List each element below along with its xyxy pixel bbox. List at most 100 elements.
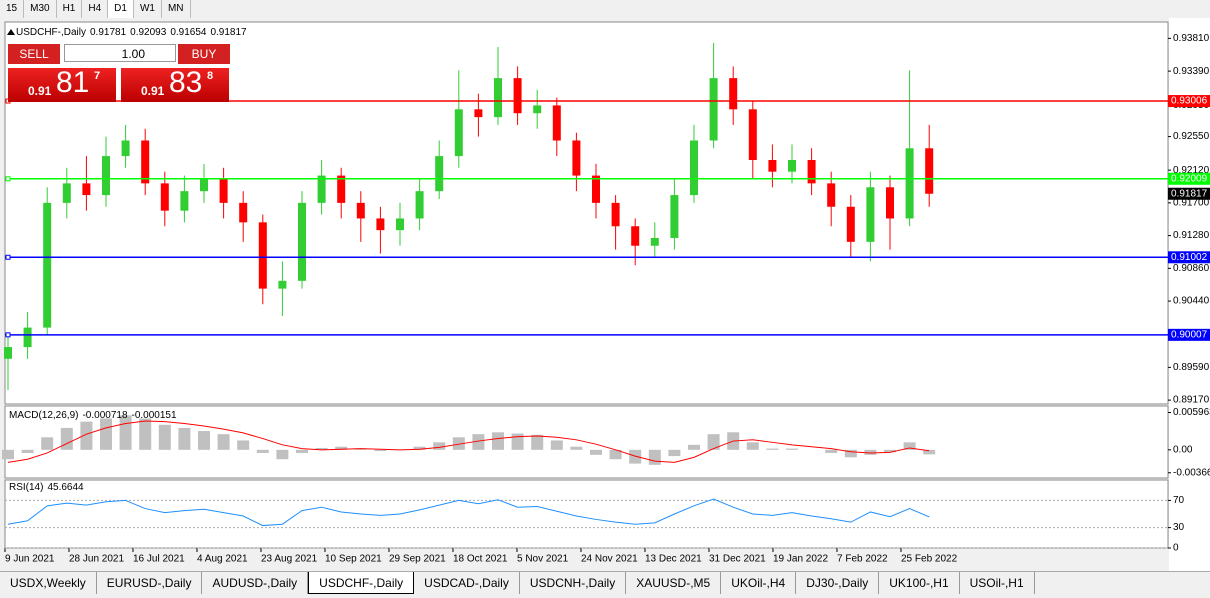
- price-big: 0.91: [141, 84, 165, 98]
- y-tick-label: 0.92120: [1173, 165, 1210, 176]
- y-tick-label: 0.005963: [1173, 407, 1210, 418]
- macd-bar: [41, 437, 54, 450]
- candle-body: [121, 140, 130, 157]
- level-handle: [5, 254, 11, 260]
- macd-bar: [903, 442, 916, 450]
- macd-bar: [884, 449, 896, 453]
- price-pips: 81: [56, 66, 90, 99]
- x-tick-label: 18 Oct 2021: [453, 554, 508, 565]
- candle-body: [846, 206, 855, 242]
- level-label-bg: [1168, 328, 1210, 341]
- level-label: 0.90007: [1171, 329, 1208, 340]
- buy-price[interactable]: 0.91 83 8: [121, 66, 229, 102]
- timeframe-toolbar: 15 M30 H1 H4 D1 W1 MN: [0, 0, 191, 18]
- macd-bar: [609, 449, 622, 460]
- timeframe-button[interactable]: H1: [57, 0, 83, 18]
- candle-body: [709, 78, 718, 141]
- y-tick-label: 0.91700: [1173, 198, 1210, 209]
- macd-bar: [256, 449, 269, 453]
- timeframe-button[interactable]: W1: [134, 0, 162, 18]
- macd-bar: [864, 449, 877, 455]
- chart-tab[interactable]: UK100-,H1: [879, 572, 960, 594]
- chart-tab[interactable]: USDCNH-,Daily: [520, 572, 627, 594]
- macd-bar: [570, 446, 583, 450]
- candle-body: [807, 159, 816, 184]
- candle-body: [356, 202, 365, 219]
- chart-tab[interactable]: AUDUSD-,Daily: [202, 572, 309, 594]
- chart-tab[interactable]: USOil-,H1: [960, 572, 1035, 594]
- ohlc-value: 0.92093: [130, 27, 167, 38]
- macd-bar: [648, 449, 661, 465]
- x-tick-label: 4 Aug 2021: [197, 554, 248, 565]
- price-pips: 83: [169, 66, 203, 99]
- candle-body: [552, 105, 561, 141]
- macd-bar: [296, 449, 308, 453]
- level-label: 0.93006: [1171, 96, 1208, 107]
- macd-bar: [413, 446, 426, 450]
- candle-body: [82, 183, 91, 196]
- macd-bar: [80, 421, 93, 450]
- macd-bar: [276, 449, 289, 460]
- price-big: 0.91: [28, 84, 52, 98]
- header-arrow: [7, 29, 15, 35]
- indicator-label: RSI(14) 45.6644: [9, 482, 84, 493]
- candle-body: [454, 109, 463, 157]
- candle-body: [102, 156, 110, 196]
- chart-tab[interactable]: USDX,Weekly: [0, 572, 97, 594]
- macd-bar: [139, 418, 152, 450]
- macd-bar: [629, 449, 642, 464]
- x-tick-label: 31 Dec 2021: [709, 554, 766, 565]
- candle-body: [925, 148, 934, 194]
- chart-tab[interactable]: UKOil-,H4: [721, 572, 797, 594]
- candle-body: [513, 78, 522, 114]
- chart-tab[interactable]: USDCAD-,Daily: [414, 572, 520, 594]
- x-tick-label: 10 Sep 2021: [325, 554, 382, 565]
- buy-button[interactable]: BUY: [178, 44, 230, 64]
- candle-body: [650, 237, 659, 246]
- sell-button[interactable]: SELL: [8, 44, 60, 64]
- level-label-bg: [1168, 172, 1210, 185]
- candle-body: [4, 347, 12, 359]
- level-handle: [5, 176, 11, 182]
- level-label-bg: [1168, 251, 1210, 264]
- x-tick-label: 23 Aug 2021: [261, 554, 318, 565]
- macd-bar: [825, 449, 838, 453]
- lot-input[interactable]: 1.00: [64, 44, 176, 62]
- x-tick-label: 13 Dec 2021: [645, 554, 702, 565]
- candle-body: [317, 175, 326, 203]
- timeframe-button[interactable]: 15: [0, 0, 25, 18]
- candle-body: [160, 183, 169, 211]
- chart-tab[interactable]: XAUUSD-,M5: [626, 572, 722, 594]
- macd-bar: [668, 449, 681, 457]
- macd-bar: [766, 448, 779, 450]
- y-tick-label: 0.91280: [1173, 230, 1210, 241]
- macd-bar: [492, 432, 504, 450]
- level-label: 0.92009: [1171, 173, 1208, 184]
- candle-body: [376, 218, 385, 231]
- y-tick-label: 0.00: [1173, 444, 1193, 455]
- timeframe-button[interactable]: MN: [162, 0, 191, 18]
- symbol: USDCHF-,Daily: [16, 27, 86, 38]
- chart-tab[interactable]: DJ30-,Daily: [796, 572, 880, 594]
- chart-tab[interactable]: USDCHF-,Daily: [308, 572, 415, 594]
- chart-tab[interactable]: EURUSD-,Daily: [97, 572, 203, 594]
- macd-bar: [178, 427, 191, 450]
- timeframe-button[interactable]: H4: [82, 0, 109, 18]
- candle-body: [239, 202, 248, 223]
- candle-body: [670, 195, 679, 238]
- candle-body: [886, 187, 894, 219]
- y-tick-label: 70: [1173, 495, 1185, 506]
- timeframe-button[interactable]: M30: [24, 0, 57, 18]
- level-handle: [5, 332, 11, 338]
- candle-body: [631, 226, 640, 246]
- sell-price[interactable]: 0.91 81 7: [8, 66, 116, 102]
- x-tick-label: 24 Nov 2021: [581, 554, 638, 565]
- macd-bar: [354, 448, 367, 450]
- macd-bar: [531, 434, 544, 450]
- macd-signal: [7, 420, 930, 463]
- candle-body: [258, 222, 267, 289]
- candle-body: [23, 327, 32, 348]
- panel-bg: [4, 479, 1169, 549]
- timeframe-button[interactable]: D1: [108, 0, 134, 18]
